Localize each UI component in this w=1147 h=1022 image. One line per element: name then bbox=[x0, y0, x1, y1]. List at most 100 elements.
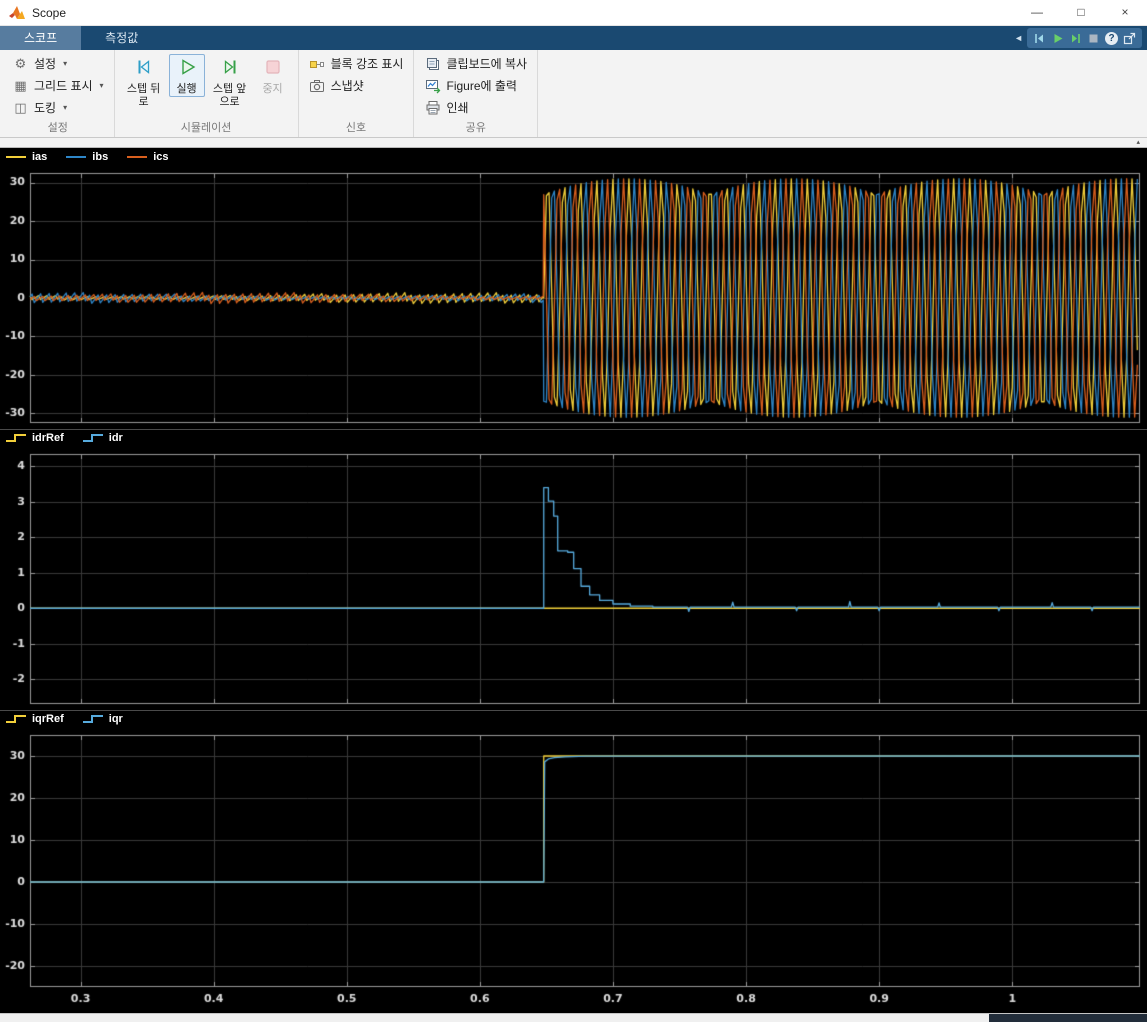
chevron-down-icon: ▾ bbox=[63, 59, 68, 68]
stop-label: 중지 bbox=[262, 83, 283, 95]
legend-label-ibs: ibs bbox=[92, 150, 109, 163]
legend-item-ias[interactable]: ias bbox=[5, 151, 47, 163]
status-right-fragment bbox=[989, 1014, 1147, 1022]
legend-idr: idrRef idr bbox=[0, 429, 1147, 446]
step-forward-button[interactable]: 스텝 앞으로 bbox=[208, 54, 252, 110]
undock-icon[interactable] bbox=[1123, 32, 1136, 45]
group-label-simulation: 시뮬레이션 bbox=[180, 122, 232, 134]
toolstrip: ⚙ 설정 ▾ ▦ 그리드 표시 ▾ ◫ 도킹 ▾ 설정 bbox=[0, 50, 1147, 138]
step-back-label: 스텝 뒤로 bbox=[126, 83, 161, 108]
window-title: Scope bbox=[32, 5, 67, 20]
currents-plot-canvas[interactable] bbox=[0, 165, 1147, 429]
iqrRef-legend-marker bbox=[6, 715, 26, 723]
legend-item-idr[interactable]: idr bbox=[82, 432, 123, 444]
minimize-button[interactable]: — bbox=[1031, 5, 1043, 19]
legend-item-ibs[interactable]: ibs bbox=[65, 151, 108, 163]
tab-measurements[interactable]: 측정값 bbox=[105, 31, 139, 45]
chevron-left-icon[interactable]: ◄ bbox=[1014, 33, 1023, 43]
run-label: 실행 bbox=[176, 83, 197, 95]
print-to-figure-label: Figure에 출력 bbox=[446, 79, 517, 93]
run-button[interactable]: 실행 bbox=[168, 54, 205, 97]
print-to-figure-icon bbox=[424, 78, 441, 94]
print-label: 인쇄 bbox=[446, 101, 469, 115]
print-icon bbox=[424, 100, 441, 116]
close-button[interactable]: × bbox=[1121, 5, 1129, 19]
grid-icon: ▦ bbox=[14, 77, 27, 93]
legend-currents: ias ibs ics bbox=[0, 148, 1147, 165]
ribbon-group-settings: ⚙ 설정 ▾ ▦ 그리드 표시 ▾ ◫ 도킹 ▾ 설정 bbox=[2, 50, 115, 137]
gear-icon: ⚙ bbox=[14, 55, 27, 71]
legend-item-idrRef[interactable]: idrRef bbox=[5, 432, 64, 444]
run-icon[interactable] bbox=[1051, 32, 1064, 45]
highlight-block-icon bbox=[309, 56, 326, 72]
stop-icon bbox=[263, 58, 283, 81]
chevron-down-icon: ▾ bbox=[99, 81, 104, 90]
ribbon-group-signal: 블록 강조 표시 스냅샷 신호 bbox=[299, 50, 415, 137]
ics-legend-marker bbox=[127, 155, 148, 158]
highlight-block-label: 블록 강조 표시 bbox=[330, 57, 404, 71]
step-forward-label: 스텝 앞으로 bbox=[212, 83, 247, 108]
settings-button[interactable]: ⚙ 설정 ▾ bbox=[9, 53, 107, 74]
iqr-legend-marker bbox=[82, 715, 103, 723]
snapshot-button[interactable]: 스냅샷 bbox=[306, 75, 407, 96]
step-back-icon bbox=[134, 58, 154, 81]
settings-label: 설정 bbox=[34, 57, 57, 71]
scope-panel-currents: ias ibs ics bbox=[0, 148, 1147, 429]
legend-label-ias: ias bbox=[32, 150, 48, 163]
idrRef-legend-marker bbox=[6, 434, 26, 442]
idr-legend-marker bbox=[82, 434, 103, 442]
copy-clipboard-label: 클립보드에 복사 bbox=[446, 57, 528, 71]
step-back-button[interactable]: 스텝 뒤로 bbox=[122, 54, 166, 110]
legend-item-iqr[interactable]: iqr bbox=[82, 713, 123, 725]
group-label-signal: 신호 bbox=[345, 122, 367, 134]
status-bar bbox=[0, 1013, 1147, 1022]
quick-access-pill: ? bbox=[1027, 28, 1142, 48]
run-icon bbox=[177, 58, 197, 81]
snapshot-icon bbox=[309, 78, 326, 94]
legend-label-iqrRef: iqrRef bbox=[32, 713, 64, 725]
group-label-settings: 설정 bbox=[47, 122, 68, 134]
legend-label-iqr: iqr bbox=[108, 713, 123, 725]
chevron-down-icon: ▾ bbox=[63, 103, 68, 112]
toolstrip-tab-bar: 스코프 측정값 ◄ ? bbox=[0, 26, 1147, 50]
copy-clipboard-button[interactable]: 클립보드에 복사 bbox=[421, 53, 530, 74]
step-back-icon[interactable] bbox=[1033, 32, 1046, 45]
step-forward-icon bbox=[220, 58, 240, 81]
ribbon-group-share: 클립보드에 복사 Figure에 출력 인쇄 공유 bbox=[414, 50, 539, 137]
legend-label-idr: idr bbox=[108, 432, 123, 444]
scope-panel-iqr: iqrRef iqr bbox=[0, 710, 1147, 1013]
collapse-toolstrip-icon[interactable]: ▴ bbox=[1136, 138, 1140, 146]
legend-iqr: iqrRef iqr bbox=[0, 710, 1147, 727]
copy-clipboard-icon bbox=[424, 56, 441, 72]
iqr-plot-canvas[interactable] bbox=[0, 727, 1147, 1013]
legend-label-ics: ics bbox=[153, 150, 169, 163]
legend-item-iqrRef[interactable]: iqrRef bbox=[5, 713, 64, 725]
legend-label-idrRef: idrRef bbox=[32, 432, 64, 444]
quick-access-toolbar: ◄ ? bbox=[1014, 28, 1142, 48]
idr-plot-canvas[interactable] bbox=[0, 446, 1147, 710]
snapshot-label: 스냅샷 bbox=[330, 79, 364, 93]
step-forward-icon[interactable] bbox=[1069, 32, 1082, 45]
stop-button[interactable]: 중지 bbox=[255, 54, 291, 97]
ias-legend-marker bbox=[6, 155, 26, 158]
window-controls: — □ × bbox=[1015, 0, 1147, 25]
print-button[interactable]: 인쇄 bbox=[421, 97, 530, 118]
show-grid-button[interactable]: ▦ 그리드 표시 ▾ bbox=[9, 75, 107, 96]
print-to-figure-button[interactable]: Figure에 출력 bbox=[421, 75, 530, 96]
title-bar: Scope — □ × bbox=[0, 0, 1147, 26]
docking-label: 도킹 bbox=[34, 101, 57, 115]
toolstrip-collapse-strip: ▴ bbox=[0, 138, 1147, 148]
maximize-button[interactable]: □ bbox=[1077, 5, 1085, 19]
highlight-block-button[interactable]: 블록 강조 표시 bbox=[306, 53, 407, 74]
group-label-share: 공유 bbox=[465, 122, 486, 134]
docking-button[interactable]: ◫ 도킹 ▾ bbox=[9, 97, 107, 118]
ribbon-group-simulation: 스텝 뒤로 실행 스텝 앞으로 bbox=[115, 50, 299, 137]
show-grid-label: 그리드 표시 bbox=[34, 79, 93, 93]
tab-scope[interactable]: 스코프 bbox=[0, 26, 82, 50]
stop-icon[interactable] bbox=[1087, 32, 1100, 45]
dock-icon: ◫ bbox=[14, 99, 27, 115]
help-icon[interactable]: ? bbox=[1105, 31, 1118, 45]
legend-item-ics[interactable]: ics bbox=[126, 150, 169, 163]
ibs-legend-marker bbox=[66, 155, 87, 158]
